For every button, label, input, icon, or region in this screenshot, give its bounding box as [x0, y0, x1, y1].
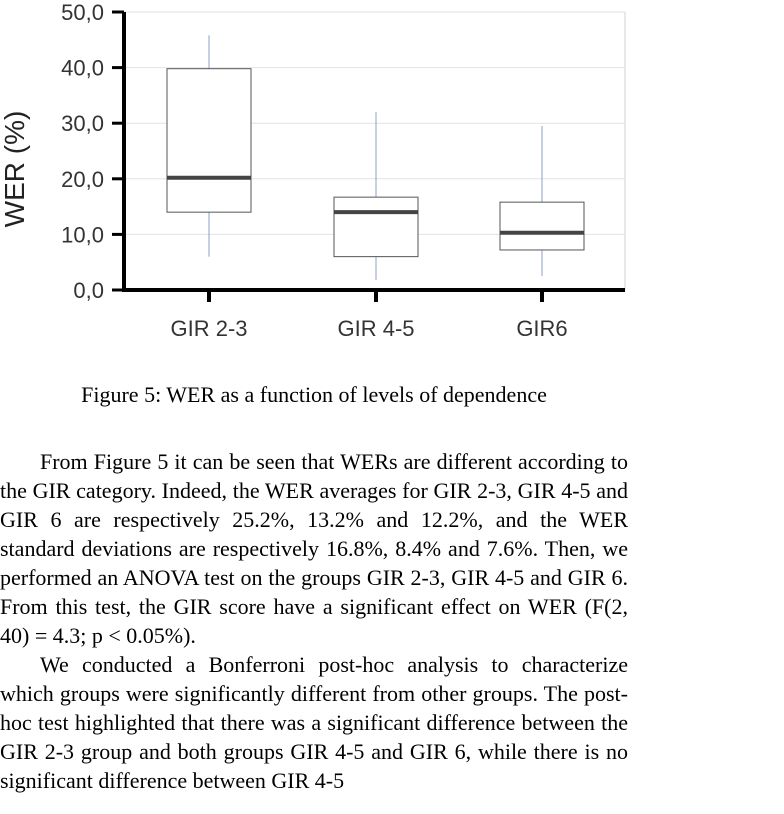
box: [166, 68, 252, 213]
y-tick-label: 10,0: [61, 222, 104, 247]
figure-caption: Figure 5: WER as a function of levels of…: [81, 382, 547, 407]
y-tick-label: 0,0: [73, 278, 104, 303]
box: [333, 196, 419, 258]
boxplot-chart: 0,0 10,0 20,0 30,0 40,0 50,0 WER (%) GIR 2-3 GIR…: [0, 0, 626, 341]
x-tick-label: GIR 2-3: [170, 316, 247, 341]
body-text: From Figure 5 it can be seen that WERs a…: [0, 447, 628, 795]
y-tick-label: 20,0: [61, 167, 104, 192]
y-axis-label: WER (%): [0, 111, 30, 228]
y-tick-label: 30,0: [61, 111, 104, 136]
paragraph-2: We conducted a Bonferroni post-hoc analy…: [0, 652, 628, 793]
y-tick-label: 50,0: [61, 0, 104, 25]
paragraph-1: From Figure 5 it can be seen that WERs a…: [0, 449, 628, 648]
box: [499, 201, 585, 251]
x-tick-label: GIR 4-5: [337, 316, 414, 341]
x-tick-label: GIR6: [516, 316, 567, 341]
y-tick-label: 40,0: [61, 56, 104, 81]
